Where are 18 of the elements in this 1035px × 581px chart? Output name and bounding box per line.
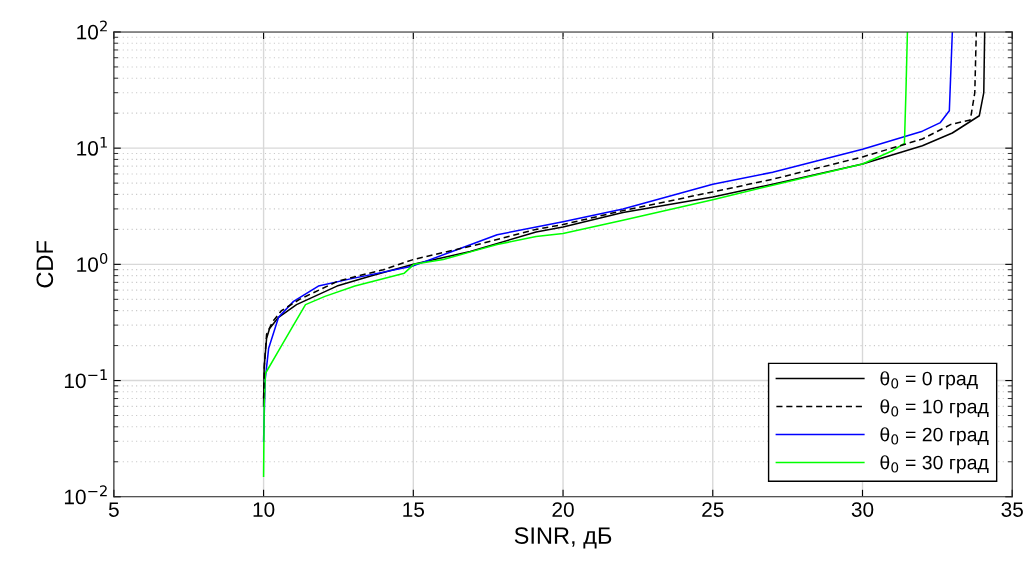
x-tick-label: 15	[403, 502, 425, 517]
y-axis-title: CDF	[36, 241, 54, 288]
legend-label: θ$_{0}$ = 0 град	[880, 371, 978, 390]
x-tick-label: 35	[1001, 502, 1023, 517]
y-tick-label: 10$^{−1}$	[64, 369, 107, 389]
x-tick-label: 20	[552, 502, 574, 517]
x-axis-title: SINR, дБ	[514, 527, 612, 549]
y-tick-label: 10$^{−2}$	[64, 485, 107, 505]
y-tick-label: 10$^{1}$	[77, 136, 107, 156]
y-tick-label: 10$^{2}$	[77, 20, 107, 40]
x-tick-label: 5	[108, 502, 119, 517]
legend-label: θ$_{0}$ = 20 град	[880, 427, 989, 446]
y-tick-label: 10$^{0}$	[77, 252, 108, 272]
legend-label: θ$_{0}$ = 10 град	[880, 399, 989, 418]
legend-label: θ$_{0}$ = 30 град	[880, 455, 989, 474]
x-tick-label: 25	[702, 502, 724, 517]
x-tick-label: 30	[851, 502, 874, 517]
x-tick-label: 10	[253, 502, 275, 517]
